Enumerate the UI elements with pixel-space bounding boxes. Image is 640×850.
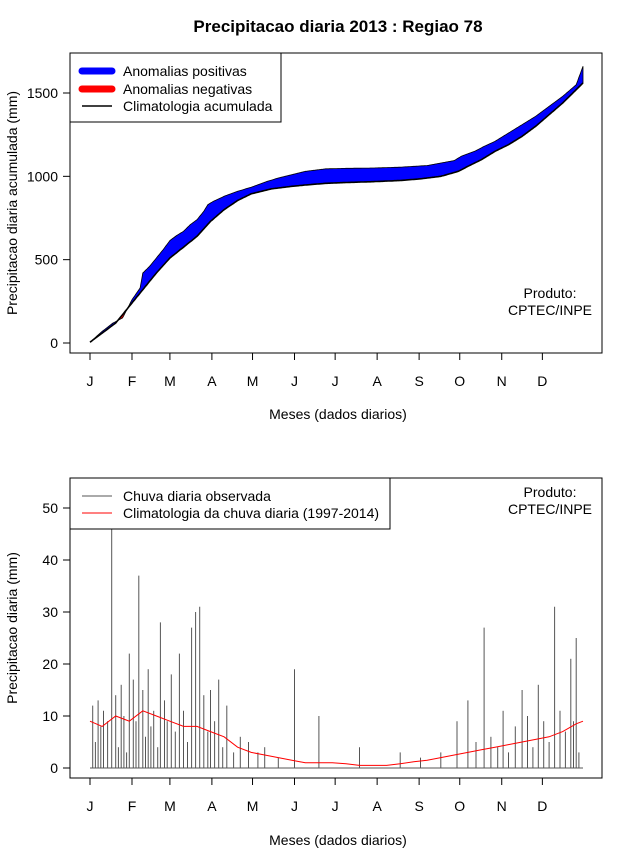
x-tick-label: J [332, 373, 339, 389]
x-tick-label: D [537, 373, 547, 389]
x-tick-label: D [537, 798, 547, 814]
x-tick-label: A [207, 373, 217, 389]
x-tick-label: A [372, 373, 382, 389]
plot1-area [89, 66, 584, 343]
legend-climatology-label: Climatologia acumulada [123, 98, 273, 114]
x-tick-label: S [414, 798, 423, 814]
x-tick-label: O [454, 798, 465, 814]
plot1-y-axis: 0 500 1000 1500 [27, 85, 71, 351]
legend-daily-climatology-label: Climatologia da chuva diaria (1997-2014) [123, 505, 379, 521]
y-tick-label: 0 [50, 760, 58, 776]
legend-positive-label: Anomalias positivas [123, 63, 247, 79]
x-tick-label: F [128, 373, 137, 389]
x-tick-label: J [332, 798, 339, 814]
plot2-product-label: Produto: [524, 484, 577, 500]
plot2-product-source: CPTEC/INPE [508, 501, 592, 517]
y-tick-label: 50 [42, 500, 58, 516]
plot1-y-label: Precipitacao diaria acumulada (mm) [4, 91, 20, 315]
y-tick-label: 30 [42, 604, 58, 620]
figure-title: Precipitacao diaria 2013 : Regiao 78 [193, 17, 482, 36]
y-tick-label: 1000 [27, 168, 58, 184]
x-tick-label: J [291, 798, 298, 814]
plot2-legend: Chuva diaria observada Climatologia da c… [69, 477, 391, 530]
x-tick-label: M [164, 798, 176, 814]
x-tick-label: M [164, 373, 176, 389]
x-tick-label: F [128, 798, 137, 814]
y-tick-label: 500 [35, 252, 59, 268]
x-tick-label: J [87, 798, 94, 814]
plot1-x-label: Meses (dados diarios) [269, 406, 407, 422]
plot2-y-label: Precipitacao diaria (mm) [4, 552, 20, 704]
x-tick-label: J [87, 373, 94, 389]
x-tick-label: J [291, 373, 298, 389]
y-tick-label: 40 [42, 552, 58, 568]
plot2-y-axis: 0 10 20 30 40 50 [42, 500, 71, 776]
y-tick-label: 10 [42, 708, 58, 724]
y-tick-label: 20 [42, 656, 58, 672]
plot2-x-label: Meses (dados diarios) [269, 832, 407, 848]
plot1-product-label: Produto: [524, 285, 577, 301]
daily-panel: 0 10 20 30 40 50 J F M A M J J A S O N D Meses (dados di… [4, 477, 603, 848]
plot1-product-source: CPTEC/INPE [508, 302, 592, 318]
x-tick-label: M [247, 798, 259, 814]
plot2-legend-box [69, 477, 391, 530]
plot1-legend: Anomalias positivas Anomalias negativas … [69, 52, 282, 123]
y-tick-label: 1500 [27, 85, 58, 101]
legend-observed-label: Chuva diaria observada [123, 488, 271, 504]
x-tick-label: A [207, 798, 217, 814]
plot2-area [89, 528, 584, 769]
daily-climatology-line [89, 710, 584, 766]
x-tick-label: N [497, 373, 507, 389]
x-tick-label: A [372, 798, 382, 814]
x-tick-label: N [497, 798, 507, 814]
x-tick-label: S [414, 373, 423, 389]
climatology-cumulative-line [89, 82, 584, 343]
x-tick-label: O [454, 373, 465, 389]
cumulative-panel: 0 500 1000 1500 J F M A M J J A S O N D Meses (dados d… [4, 52, 603, 422]
x-tick-label: M [247, 373, 259, 389]
y-tick-label: 0 [50, 335, 58, 351]
legend-negative-label: Anomalias negativas [123, 81, 252, 97]
